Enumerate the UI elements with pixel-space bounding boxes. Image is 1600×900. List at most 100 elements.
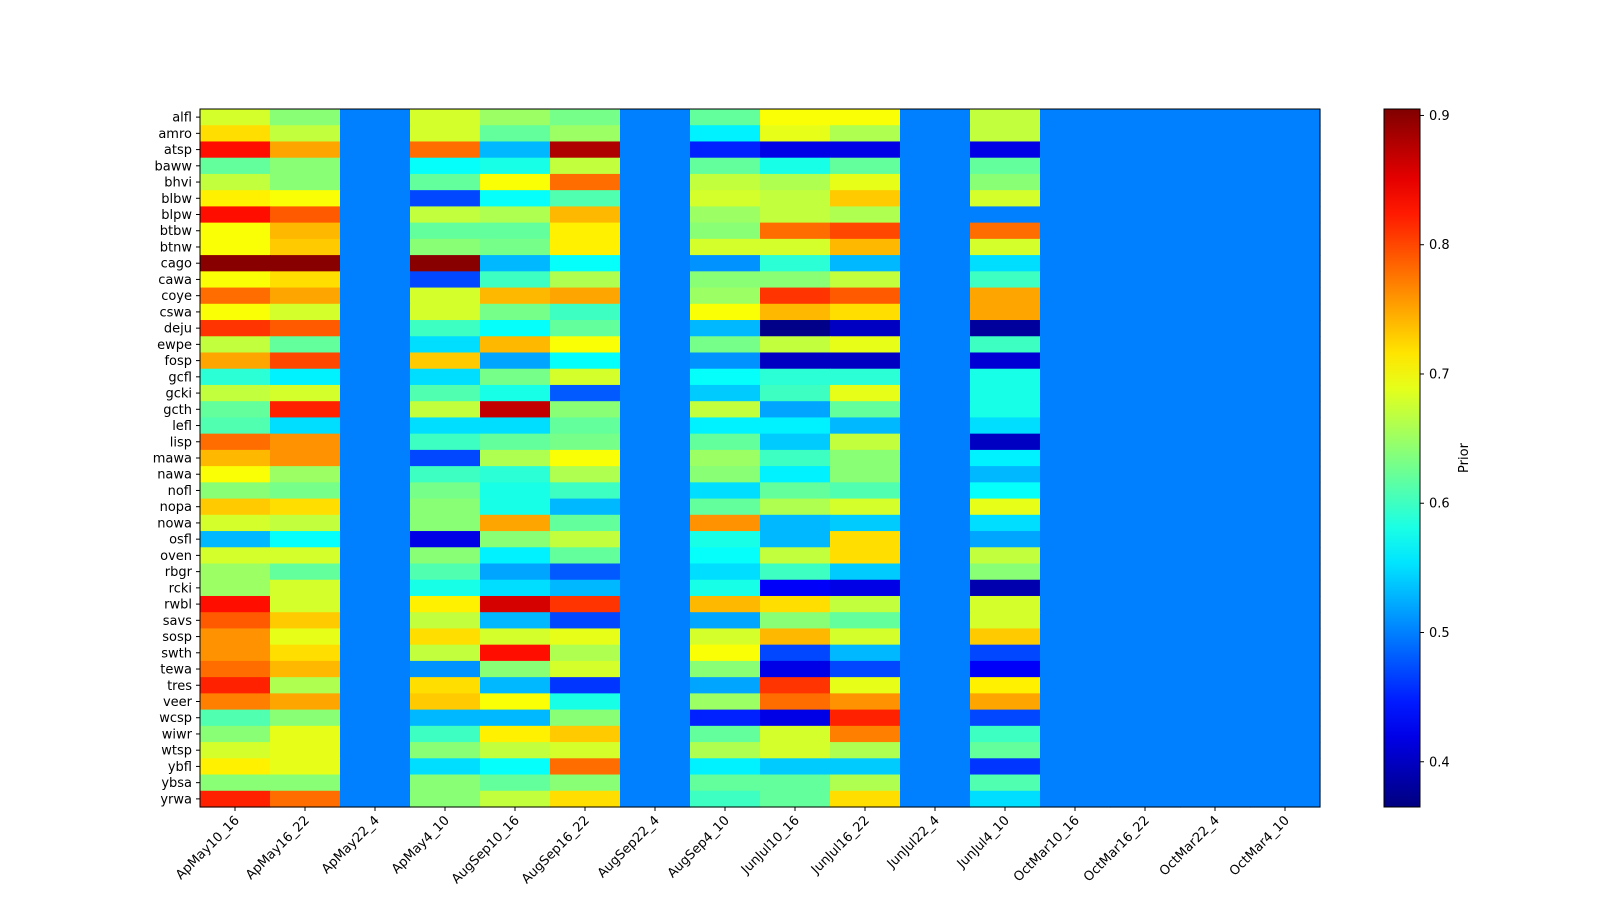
heatmap-cell: [760, 579, 831, 597]
heatmap-cell: [200, 498, 271, 516]
heatmap-cell: [1110, 628, 1181, 646]
heatmap-cell: [970, 222, 1041, 240]
heatmap-cell: [480, 433, 551, 451]
heatmap-cell: [830, 547, 901, 565]
heatmap-cell: [410, 384, 481, 402]
heatmap-cell: [1110, 660, 1181, 678]
heatmap-cell: [1180, 417, 1251, 435]
heatmap-cell: [830, 271, 901, 289]
heatmap-cell: [340, 222, 411, 240]
heatmap-cell: [760, 320, 831, 337]
heatmap-cell: [340, 401, 411, 419]
y-tick-label: wcsp: [159, 711, 192, 726]
x-tick-label: OctMar4_10: [1227, 813, 1293, 879]
heatmap-cell: [970, 433, 1041, 451]
heatmap-cell: [760, 287, 831, 305]
heatmap-cell: [480, 644, 551, 662]
heatmap-cell: [550, 238, 621, 256]
y-tick-label: nowa: [157, 516, 192, 531]
x-axis: ApMay10_16 ApMay16_22 ApMay22_4 ApMay4_10Au…: [173, 807, 1293, 887]
heatmap-cell: [1040, 206, 1111, 224]
heatmap-cell: [550, 433, 621, 451]
heatmap-cell: [410, 222, 481, 240]
heatmap-cell: [1180, 628, 1251, 646]
heatmap-cell: [690, 157, 761, 175]
heatmap-cell: [270, 725, 341, 743]
heatmap-cell: [410, 238, 481, 256]
heatmap-cell: [970, 125, 1041, 143]
heatmap-cell: [970, 482, 1041, 500]
colorbar-tick-label: 0.9: [1429, 109, 1450, 124]
heatmap-cell: [1040, 109, 1111, 126]
heatmap-cell: [760, 303, 831, 321]
heatmap-cell: [620, 206, 691, 224]
heatmap-cell: [480, 125, 551, 143]
heatmap-cell: [690, 433, 761, 451]
heatmap-cell: [480, 612, 551, 630]
heatmap-cell: [1040, 157, 1111, 175]
heatmap-cell: [1250, 287, 1321, 305]
heatmap-cell: [970, 547, 1041, 565]
heatmap-cell: [480, 628, 551, 646]
heatmap-cell: [1040, 693, 1111, 711]
heatmap-cell: [690, 709, 761, 727]
heatmap-cell: [410, 579, 481, 597]
heatmap-cell: [760, 660, 831, 678]
heatmap-cell: [270, 271, 341, 289]
heatmap-cell: [340, 531, 411, 548]
heatmap-cell: [410, 758, 481, 776]
heatmap-cell: [1250, 125, 1321, 143]
heatmap-cell: [1040, 141, 1111, 159]
heatmap-cell: [690, 466, 761, 483]
heatmap-cell: [550, 644, 621, 662]
x-tick-label: OctMar10_16: [1011, 813, 1083, 885]
heatmap-cell: [200, 563, 271, 581]
heatmap-cell: [690, 531, 761, 548]
heatmap-cell: [900, 514, 971, 532]
y-tick-label: wtsp: [161, 744, 192, 759]
heatmap-cell: [340, 206, 411, 224]
heatmap-cell: [830, 660, 901, 678]
heatmap-cell: [200, 758, 271, 776]
y-tick-label: cago: [161, 257, 192, 272]
heatmap-cell: [270, 466, 341, 483]
heatmap-cell: [760, 693, 831, 711]
heatmap-cell: [620, 547, 691, 565]
heatmap-cell: [340, 433, 411, 451]
heatmap-cell: [480, 514, 551, 532]
y-tick-label: blpw: [161, 208, 192, 223]
heatmap-cell: [1110, 222, 1181, 240]
heatmap-cell: [900, 238, 971, 256]
heatmap-cell: [550, 693, 621, 711]
heatmap-cell: [480, 303, 551, 321]
heatmap-cell: [550, 628, 621, 646]
y-tick-label: lefl: [172, 419, 192, 434]
heatmap-cell: [1180, 709, 1251, 727]
heatmap-cell: [1110, 433, 1181, 451]
heatmap-cell: [1180, 303, 1251, 321]
heatmap-cell: [760, 384, 831, 402]
heatmap-cell: [200, 433, 271, 451]
heatmap-cell: [200, 790, 271, 808]
heatmap-cell: [1040, 644, 1111, 662]
heatmap-cell: [1250, 660, 1321, 678]
heatmap-cell: [830, 595, 901, 613]
heatmap-cell: [270, 758, 341, 776]
heatmap-cell: [270, 238, 341, 256]
heatmap-cell: [690, 790, 761, 808]
heatmap-cell: [200, 287, 271, 305]
heatmap-cell: [270, 141, 341, 159]
heatmap-cell: [270, 125, 341, 143]
heatmap-cell: [620, 595, 691, 613]
heatmap-cell: [1180, 255, 1251, 272]
heatmap-cell: [1180, 531, 1251, 548]
heatmap-cell: [900, 693, 971, 711]
heatmap-cell: [410, 125, 481, 143]
heatmap-cell: [900, 352, 971, 370]
heatmap-cell: [970, 173, 1041, 191]
heatmap-cell: [620, 173, 691, 191]
colorbar-frame: [1383, 108, 1421, 808]
x-tick-label: AugSep10_16: [449, 813, 523, 887]
heatmap-cell: [410, 693, 481, 711]
heatmap-cell: [410, 287, 481, 305]
